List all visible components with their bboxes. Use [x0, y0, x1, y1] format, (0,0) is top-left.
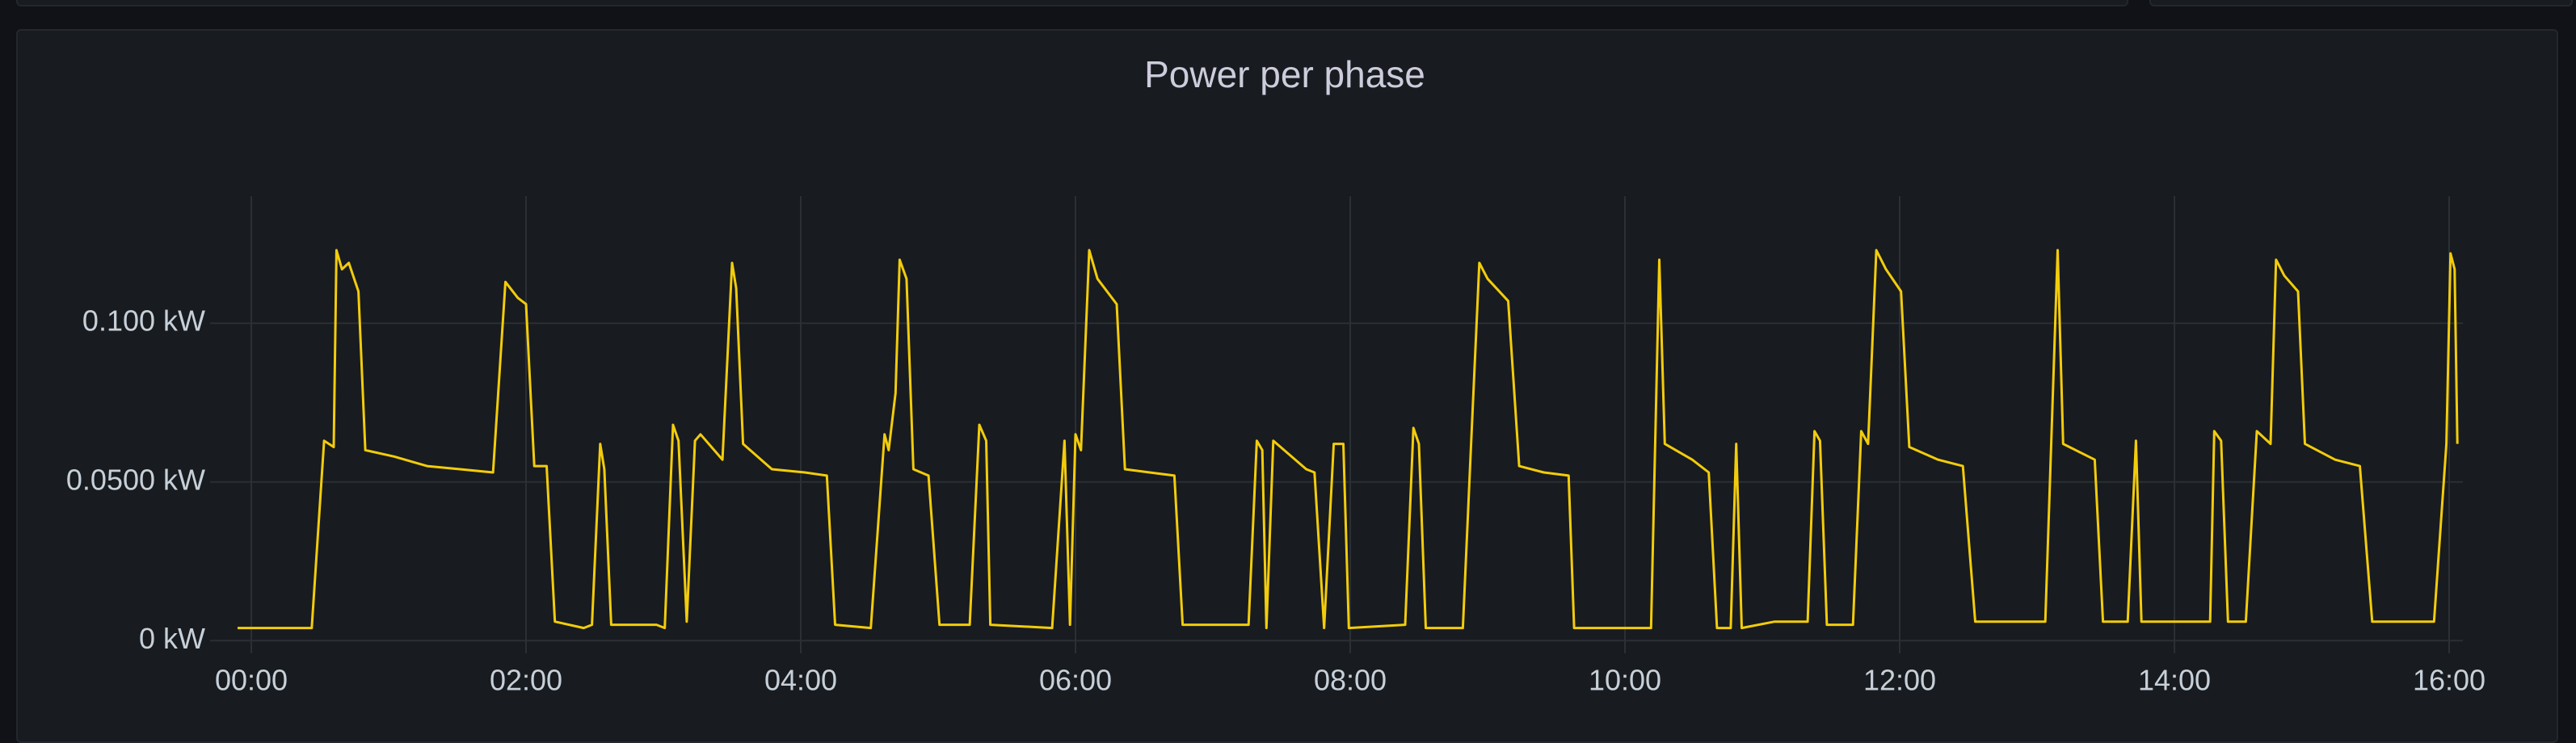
- page: Power per phase 0 kW 0.0500 kW 0.100 kW 00:…: [16, 0, 2573, 743]
- x-tick-label: 08:00: [1314, 664, 1387, 697]
- x-tick-label: 16:00: [2413, 664, 2486, 697]
- panel-above: [16, 0, 2128, 6]
- panel: [16, 29, 2558, 743]
- chart-title: Power per phase: [1144, 53, 1425, 95]
- chart: Power per phase 0 kW 0.0500 kW 0.100 kW 00:…: [66, 53, 2486, 697]
- x-tick-label: 10:00: [1589, 664, 1661, 697]
- panel-above: [2149, 0, 2573, 6]
- data-line: [238, 249, 2459, 630]
- x-tick-label: 06:00: [1039, 664, 1112, 697]
- x-tick-label: 00:00: [215, 664, 288, 697]
- x-tick-label: 14:00: [2138, 664, 2211, 697]
- y-tick-label: 0 kW: [139, 622, 205, 655]
- y-tick-label: 0.0500 kW: [66, 463, 205, 496]
- x-tick-label: 02:00: [490, 664, 562, 697]
- x-tick-label: 12:00: [1863, 664, 1936, 697]
- y-tick-label: 0.100 kW: [82, 304, 205, 338]
- x-tick-label: 04:00: [764, 664, 837, 697]
